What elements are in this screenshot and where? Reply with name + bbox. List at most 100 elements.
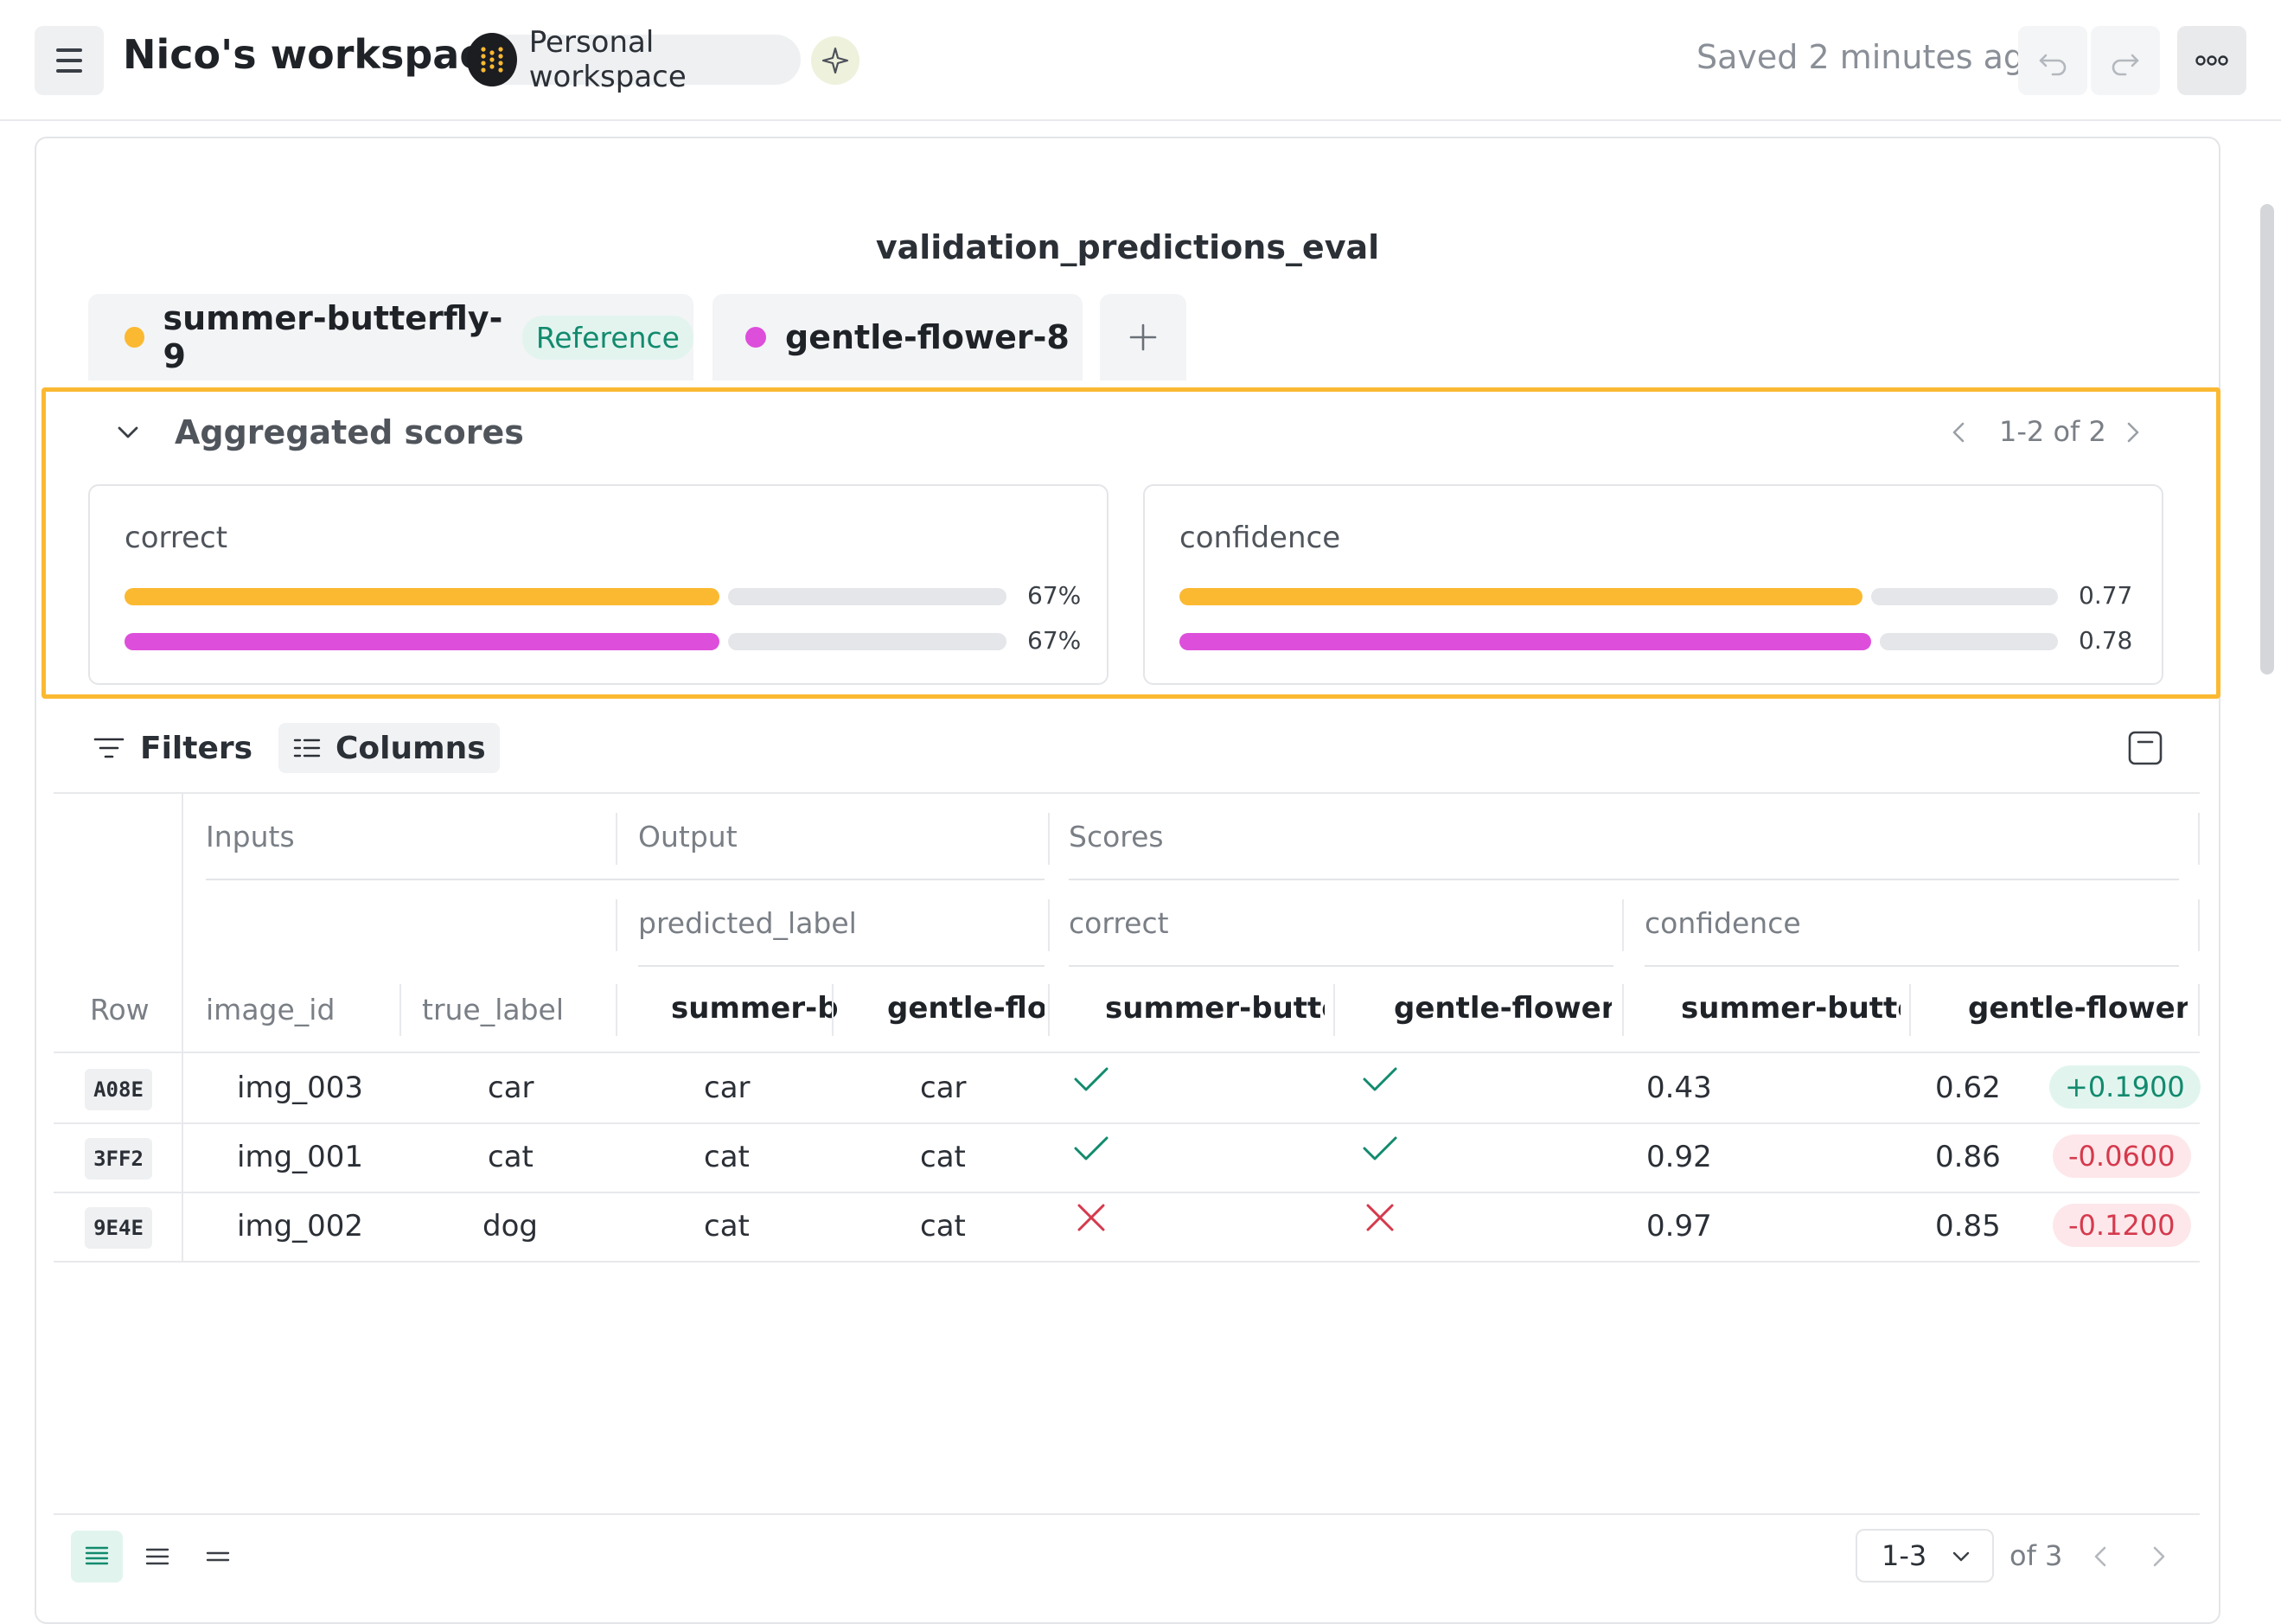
density-medium-button[interactable]	[131, 1531, 183, 1582]
column-divider[interactable]	[399, 984, 401, 1036]
column-header-label: summer-butterfly-9	[671, 991, 840, 1026]
column-header-label: summer-butterfly-9	[1681, 991, 1901, 1026]
column-header-correct-run1[interactable]: summer-butterfly-9	[1084, 991, 1325, 1026]
sparkle-icon	[821, 47, 849, 74]
cell-confidence-run2: 0.86	[1935, 1140, 2001, 1174]
x-icon	[1366, 1204, 1394, 1231]
confidence-delta-badge: -0.0600	[2053, 1135, 2191, 1178]
column-divider[interactable]	[616, 984, 617, 1036]
chevron-right-icon[interactable]	[2118, 417, 2146, 448]
undo-button[interactable]	[2018, 26, 2087, 95]
cell-pred-run1: cat	[704, 1140, 750, 1174]
header-divider	[54, 1052, 2200, 1053]
column-divider[interactable]	[832, 984, 834, 1036]
cell-pred-run2: car	[920, 1071, 967, 1105]
workspace-chip-label: Personal workspace	[528, 25, 687, 94]
filters-button[interactable]: Filters	[92, 723, 252, 773]
group-divider	[2198, 813, 2200, 865]
workspace-chip[interactable]: Personal workspace	[467, 25, 801, 94]
group-header-output: Output	[638, 820, 738, 854]
chevron-right-icon[interactable]	[2144, 1541, 2172, 1572]
confidence-delta-badge: +0.1900	[2049, 1065, 2201, 1109]
column-header-label: gentle-flower-8	[887, 991, 1045, 1026]
run-color-dot	[745, 327, 766, 348]
column-divider[interactable]	[1622, 984, 1624, 1036]
score-bar-track	[728, 633, 1006, 650]
chevron-down-icon	[1952, 1551, 1970, 1562]
group-divider	[616, 813, 617, 865]
cell-confidence-run2: 0.85	[1935, 1209, 2001, 1244]
row-divider	[54, 1122, 2200, 1124]
cell-pred-run1: car	[704, 1071, 751, 1105]
density-tall-button[interactable]	[192, 1531, 244, 1582]
column-header-row: Row	[90, 993, 150, 1026]
score-bar-fill	[125, 588, 719, 605]
add-run-button[interactable]	[1100, 294, 1186, 380]
undo-icon	[2039, 54, 2067, 76]
run-tab-gentle-flower[interactable]: gentle-flower-8	[712, 294, 1083, 380]
group-underline	[638, 879, 1045, 880]
redo-icon	[2112, 54, 2139, 76]
score-card-correct[interactable]: correct 67% 67%	[88, 484, 1109, 685]
panel-icon[interactable]	[2127, 730, 2163, 766]
cell-confidence-run2: 0.62	[1935, 1071, 2001, 1105]
check-icon	[1363, 1136, 1397, 1160]
more-button[interactable]	[2177, 26, 2246, 95]
page-range-select[interactable]: 1-3	[1856, 1529, 1994, 1582]
subgroup-divider	[2198, 899, 2200, 951]
score-bar-fill	[1179, 588, 1862, 605]
subgroup-divider	[616, 899, 617, 951]
subgroup-underline	[1069, 965, 1613, 967]
menu-icon	[56, 45, 82, 76]
sparkle-button[interactable]	[811, 36, 859, 85]
group-divider	[1048, 813, 1050, 865]
column-header-label: summer-butterfly-9	[1105, 991, 1325, 1026]
column-header-image-id[interactable]: image_id	[206, 993, 335, 1026]
column-divider[interactable]	[1909, 984, 1911, 1036]
column-divider[interactable]	[1333, 984, 1335, 1036]
score-card-confidence[interactable]: confidence 0.77 0.78	[1143, 484, 2163, 685]
subgroup-underline	[638, 965, 1045, 967]
filters-label: Filters	[140, 730, 253, 766]
subgroup-header-predicted-label: predicted_label	[638, 906, 857, 940]
column-divider[interactable]	[2198, 984, 2200, 1036]
columns-button[interactable]: Columns	[278, 723, 500, 773]
columns-icon	[293, 738, 321, 758]
column-divider[interactable]	[1048, 984, 1050, 1036]
subgroup-header-correct: correct	[1069, 906, 1169, 940]
run-tab-summer-butterfly[interactable]: summer-butterfly-9 Reference	[88, 294, 693, 380]
subgroup-divider	[1622, 899, 1624, 951]
column-header-correct-run2[interactable]: gentle-flower-8	[1373, 991, 1612, 1026]
menu-button[interactable]	[35, 26, 104, 95]
workspace-logo-icon	[467, 33, 517, 86]
row-divider	[54, 1261, 2200, 1263]
group-underline	[206, 879, 647, 880]
chevron-left-icon[interactable]	[1946, 417, 1973, 448]
density-compact-button[interactable]	[71, 1531, 123, 1582]
subgroup-divider	[1048, 899, 1050, 951]
evaluation-panel	[35, 137, 2220, 1624]
score-bar-track	[728, 588, 1006, 605]
column-header-true-label[interactable]: true_label	[422, 993, 565, 1026]
page-total: of 3	[2009, 1539, 2063, 1572]
column-header-confidence-run1[interactable]: summer-butterfly-9	[1660, 991, 1901, 1026]
aggregated-pager: 1-2 of 2	[1999, 415, 2106, 448]
column-header-pred-run2[interactable]: gentle-flower-8	[866, 991, 1045, 1026]
cell-image-id: img_002	[237, 1209, 364, 1244]
row-id-badge: 3FF2	[85, 1138, 152, 1180]
column-header-pred-run1[interactable]: summer-butterfly-9	[650, 991, 840, 1026]
confidence-delta-badge: -0.1200	[2053, 1204, 2191, 1247]
redo-button[interactable]	[2091, 26, 2160, 95]
aggregated-scores-highlight	[42, 387, 2220, 699]
scrollbar[interactable]	[2260, 204, 2274, 675]
cell-pred-run2: cat	[920, 1140, 966, 1174]
plus-icon	[1129, 323, 1157, 351]
check-icon	[1074, 1136, 1109, 1160]
check-icon	[1363, 1067, 1397, 1091]
chevron-left-icon[interactable]	[2087, 1541, 2115, 1572]
row-id-badge: 9E4E	[85, 1207, 152, 1249]
aggregated-scores-toggle[interactable]: Aggregated scores	[112, 413, 524, 451]
columns-label: Columns	[335, 730, 486, 766]
run-name: summer-butterfly-9	[163, 299, 503, 375]
column-header-confidence-run2[interactable]: gentle-flower-8	[1947, 991, 2188, 1026]
